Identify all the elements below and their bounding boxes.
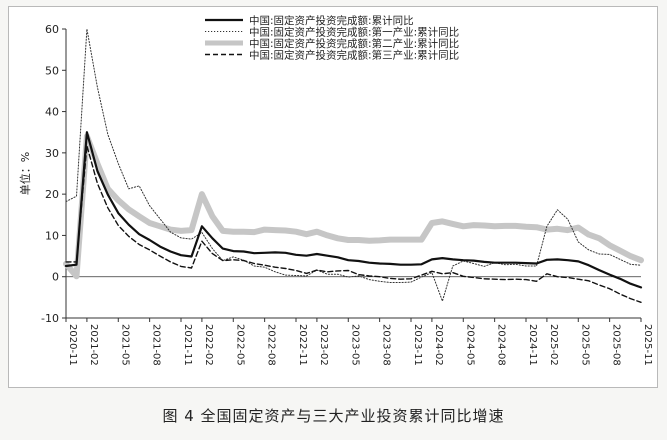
series-line-4 [65, 145, 642, 303]
x-tick-label: 2023-05 [349, 324, 360, 366]
y-tick-label: 0 [52, 271, 59, 284]
chart-frame: -10 0 10 20 30 40 50 60 2020-11 2021-02 2021-05 202… [8, 6, 658, 388]
x-tick-label: 2024-05 [464, 324, 475, 366]
x-tick-label: 2021-02 [88, 324, 99, 366]
y-tick-label: 50 [45, 64, 59, 77]
x-tick-label: 2023-11 [412, 324, 423, 366]
legend-label-1: 中国:固定资产投资完成额:累计同比 [249, 14, 414, 27]
series-line-1 [64, 131, 643, 289]
y-tick-label: 60 [45, 23, 59, 36]
x-tick-label: 2025-08 [611, 324, 622, 366]
legend: 中国:固定资产投资完成额:累计同比中国:固定资产投资完成额:第一产业:累计同比中… [205, 14, 459, 62]
x-tick-label: 2021-11 [182, 324, 193, 366]
x-tick-label: 2024-11 [527, 324, 538, 366]
y-tick-label: 40 [45, 106, 59, 119]
x-tick-label: 2022-11 [297, 324, 308, 366]
x-tick-label: 2023-08 [381, 324, 392, 366]
x-tick-label: 2021-05 [119, 324, 130, 366]
x-tick-label: 2020-11 [67, 324, 78, 366]
x-tick-label: 2022-02 [203, 324, 214, 366]
x-tick-label: 2023-02 [318, 324, 329, 366]
y-tick-label: 30 [45, 147, 59, 160]
x-tick-label: 2025-05 [579, 324, 590, 366]
x-tick-label: 2022-08 [266, 324, 277, 366]
legend-label-4: 中国:固定资产投资完成额:第三产业:累计同比 [249, 49, 459, 62]
x-tick-label: 2024-02 [433, 324, 444, 366]
legend-label-2: 中国:固定资产投资完成额:第一产业:累计同比 [249, 26, 459, 39]
y-axis-label: 单位：% [18, 152, 32, 195]
series-line-2 [65, 28, 642, 302]
axes: -10 0 10 20 30 40 50 60 2020-11 2021-02 2021-05 202… [41, 23, 653, 366]
x-tick-label: 2025-02 [548, 324, 559, 366]
line-chart: -10 0 10 20 30 40 50 60 2020-11 2021-02 2021-05 202… [18, 14, 653, 366]
y-tick-label: 20 [45, 188, 59, 201]
x-tick-label: 2024-08 [496, 324, 507, 366]
series-layer [63, 28, 644, 303]
y-tick-label: -10 [41, 312, 59, 325]
y-tick-label: 10 [45, 229, 59, 242]
x-tick-label: 2022-05 [234, 324, 245, 366]
figure-caption: 图 4 全国固定资产与三大产业投资累计同比增速 [162, 407, 505, 425]
x-tick-label: 2025-11 [642, 324, 653, 366]
series-line-3 [63, 133, 644, 280]
x-tick-label: 2021-08 [151, 324, 162, 366]
legend-label-3: 中国:固定资产投资完成额:第二产业:累计同比 [249, 37, 459, 50]
